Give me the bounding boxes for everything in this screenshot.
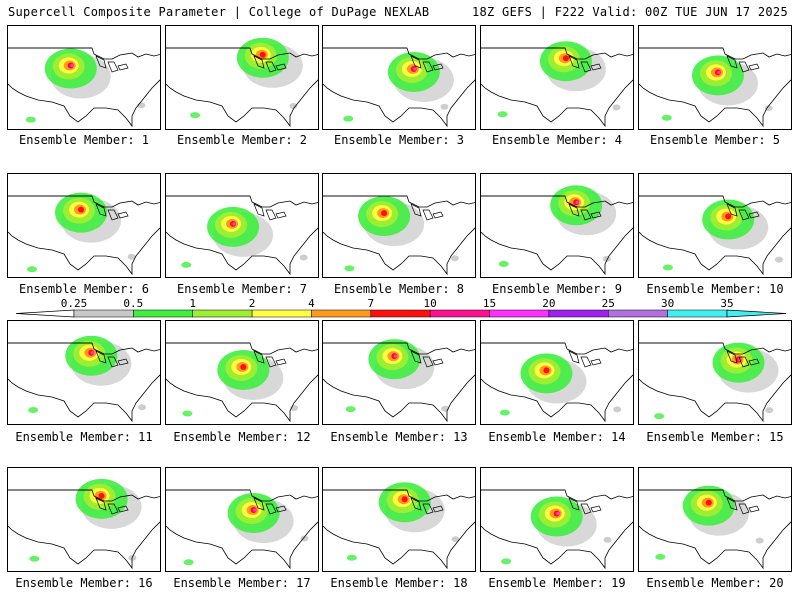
us-map (166, 342, 318, 423)
map-panel-member-3 (322, 25, 476, 130)
member-label: Ensemble Member: 3 (333, 133, 465, 147)
member-label: Ensemble Member: 9 (491, 282, 623, 296)
colorbar-tick-label: 4 (308, 297, 315, 310)
colorbar-tick-label: 15 (483, 297, 496, 310)
member-label: Ensemble Member: 1 (18, 133, 150, 147)
colorbar-segment (667, 309, 728, 318)
us-map (323, 195, 475, 276)
member-label: Ensemble Member: 8 (333, 282, 465, 296)
colorbar-segment (429, 309, 490, 318)
us-map (323, 339, 475, 423)
member-label: Ensemble Member: 13 (330, 430, 468, 444)
member-label: Ensemble Member: 12 (173, 430, 311, 444)
colorbar-segment (311, 309, 372, 318)
colorbar-tick-label: 20 (542, 297, 555, 310)
colorbar-segment (548, 309, 609, 318)
map-panel-member-15 (638, 320, 792, 425)
us-map (8, 47, 160, 128)
member-label: Ensemble Member: 20 (646, 576, 784, 590)
us-map (8, 192, 160, 276)
title-left: Supercell Composite Parameter | College … (8, 5, 430, 19)
us-map (166, 37, 318, 128)
member-label: Ensemble Member: 4 (491, 133, 623, 147)
us-map (166, 489, 318, 570)
map-panel-member-5 (638, 25, 792, 130)
map-panel-member-11 (7, 320, 161, 425)
map-panel-member-20 (638, 467, 792, 572)
colorbar: 0.25 0.5 1 2 4 7 10 15 20 25 30 35 (15, 297, 787, 318)
colorbar-segment (489, 309, 550, 318)
us-map (481, 489, 633, 570)
map-panel-member-4 (480, 25, 634, 130)
colorbar-tick-label: 30 (661, 297, 674, 310)
map-panel-member-12 (165, 320, 319, 425)
colorbar-tick-label: 0.5 (123, 297, 143, 310)
us-map (481, 342, 633, 423)
member-label: Ensemble Member: 19 (488, 576, 626, 590)
us-map (639, 485, 791, 570)
colorbar-tick-label: 2 (249, 297, 256, 310)
member-label: Ensemble Member: 15 (646, 430, 784, 444)
colorbar-segment (192, 309, 253, 318)
map-panel-member-2 (165, 25, 319, 130)
colorbar-tick-label: 1 (189, 297, 196, 310)
colorbar-segment (133, 309, 193, 318)
colorbar-tick-label: 10 (424, 297, 437, 310)
colorbar-tick-label: 7 (368, 297, 375, 310)
map-panel-member-19 (480, 467, 634, 572)
map-panel-member-16 (7, 467, 161, 572)
map-panel-member-7 (165, 173, 319, 278)
map-panel-member-17 (165, 467, 319, 572)
colorbar-tick-label: 25 (602, 297, 615, 310)
map-panel-member-10 (638, 173, 792, 278)
member-label: Ensemble Member: 5 (649, 133, 781, 147)
member-label: Ensemble Member: 2 (176, 133, 308, 147)
us-map (481, 185, 633, 276)
map-panel-member-6 (7, 173, 161, 278)
member-label: Ensemble Member: 18 (330, 576, 468, 590)
colorbar-min-arrow (15, 309, 75, 318)
member-label: Ensemble Member: 7 (176, 282, 308, 296)
member-label: Ensemble Member: 6 (18, 282, 150, 296)
colorbar-segment (370, 309, 431, 318)
us-map (323, 47, 475, 128)
colorbar-segment (73, 309, 134, 318)
us-map (639, 47, 791, 128)
colorbar-max-arrow (726, 309, 787, 318)
us-map (8, 478, 160, 570)
map-panel-member-1 (7, 25, 161, 130)
member-label: Ensemble Member: 11 (15, 430, 153, 444)
us-map (166, 195, 318, 276)
us-map (639, 195, 791, 276)
title-right: 18Z GEFS | F222 Valid: 00Z TUE JUN 17 20… (471, 5, 788, 19)
map-panel-member-14 (480, 320, 634, 425)
member-label: Ensemble Member: 14 (488, 430, 626, 444)
colorbar-tick-label: 35 (720, 297, 733, 310)
colorbar-segment (608, 309, 668, 318)
us-map (639, 342, 791, 423)
member-label: Ensemble Member: 17 (173, 576, 311, 590)
map-panel-member-8 (322, 173, 476, 278)
map-panel-member-18 (322, 467, 476, 572)
map-panel-member-9 (480, 173, 634, 278)
us-map (8, 335, 160, 423)
colorbar-segment (251, 309, 312, 318)
colorbar-tick-label: 0.25 (61, 297, 88, 310)
map-panel-member-13 (322, 320, 476, 425)
us-map (323, 482, 475, 570)
member-label: Ensemble Member: 10 (646, 282, 784, 296)
member-label: Ensemble Member: 16 (15, 576, 153, 590)
us-map (481, 41, 633, 128)
